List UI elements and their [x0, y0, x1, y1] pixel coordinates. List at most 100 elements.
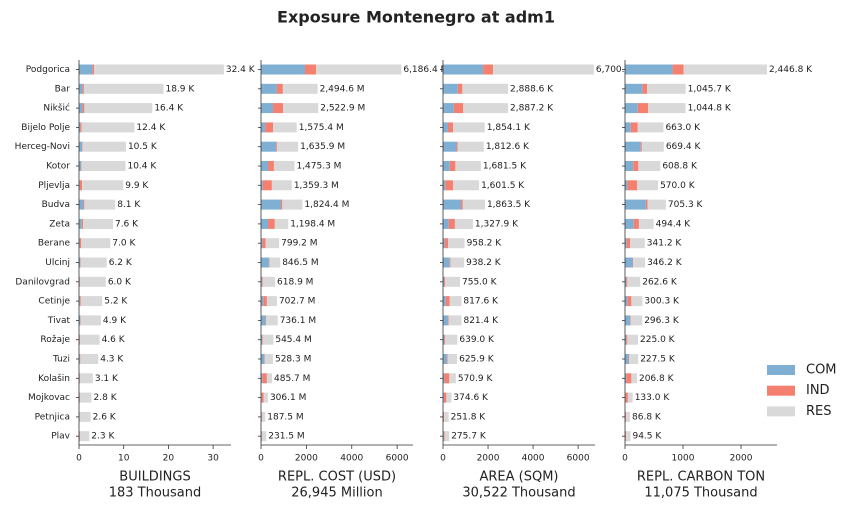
bar-segment: [280, 199, 283, 210]
value-label: 618.9 M: [277, 277, 313, 287]
value-label: 306.1 M: [270, 393, 306, 403]
bar-segment: [641, 141, 664, 152]
value-label: 846.5 M: [282, 258, 318, 268]
chart-title: Exposure Montenegro at adm1: [277, 8, 555, 27]
value-label: 821.4 K: [463, 316, 499, 326]
bar-segment: [79, 315, 81, 326]
bar-segment: [625, 180, 628, 191]
bar-segment: [79, 431, 90, 442]
bar-segment: [82, 180, 124, 191]
bar-segment: [444, 373, 450, 384]
bar-segment: [625, 199, 646, 210]
value-label: 1,044.8 K: [688, 104, 732, 114]
bar-segment: [625, 122, 631, 133]
bar-segment: [261, 103, 274, 114]
bar-segment: [463, 103, 509, 114]
bar-segment: [630, 315, 631, 326]
legend-label: IND: [806, 383, 830, 398]
x-tick-label: 10: [118, 454, 130, 464]
x-axis-subtitle: 26,945 Million: [291, 486, 382, 501]
bar-segment: [449, 373, 456, 384]
category-label: Petnjica: [35, 412, 70, 422]
bar-segment: [445, 180, 454, 191]
bar-segment: [273, 103, 284, 114]
bar-segment: [79, 296, 80, 307]
bar-segment: [448, 218, 455, 229]
bar-segment: [79, 238, 80, 249]
x-axis-label: REPL. CARBON TON: [637, 470, 765, 485]
bar-segment: [275, 141, 277, 152]
bar-segment: [648, 103, 686, 114]
value-label: 16.4 K: [154, 104, 184, 114]
value-label: 669.4 K: [666, 142, 702, 152]
bar-segment: [455, 161, 481, 171]
x-tick-label: 4000: [340, 454, 363, 464]
value-label: 4.9 K: [103, 316, 127, 326]
bar-segment: [79, 218, 82, 229]
bar-segment: [79, 64, 93, 75]
bar-segment: [462, 199, 485, 210]
x-tick-label: 4000: [522, 454, 545, 464]
legend-swatch: [767, 365, 795, 375]
x-tick-label: 2000: [730, 454, 753, 464]
bar-segment: [79, 83, 83, 94]
category-label: Kolašin: [38, 373, 70, 384]
category-label: Kotor: [46, 162, 70, 172]
bar-segment: [630, 238, 645, 249]
value-label: 570.9 K: [458, 374, 494, 384]
bar-segment: [453, 180, 480, 191]
bar-segment: [79, 334, 100, 345]
bar-segment: [79, 392, 92, 403]
bar-segment: [628, 354, 630, 364]
category-label: Nikšić: [43, 103, 70, 114]
bar-segment: [443, 180, 446, 191]
bar-segment: [263, 392, 268, 403]
value-label: 1,812.6 K: [486, 142, 530, 152]
value-label: 8.1 K: [117, 200, 141, 210]
x-tick-label: 0: [258, 454, 264, 464]
x-tick-label: 20: [163, 454, 175, 464]
bar-segment: [453, 103, 464, 114]
bar-segment: [647, 83, 686, 94]
value-label: 1,045.7 K: [688, 84, 732, 94]
bar-segment: [261, 199, 281, 210]
bar-segment: [443, 103, 454, 114]
value-label: 1,601.5 K: [481, 181, 525, 191]
bar-segment: [443, 276, 445, 287]
value-label: 528.3 M: [275, 355, 311, 365]
bar-segment: [82, 103, 85, 114]
bar-segment: [282, 199, 303, 210]
bar-segment: [443, 392, 444, 403]
bar-segment: [84, 103, 153, 114]
bar-segment: [79, 141, 83, 152]
bar-segment: [81, 122, 135, 133]
category-label: Tivat: [47, 316, 71, 326]
bar-segment: [626, 431, 631, 442]
x-tick-label: 6000: [567, 454, 590, 464]
value-label: 1,824.4 M: [304, 200, 349, 210]
bar-segment: [80, 315, 101, 326]
bar-segment: [262, 238, 266, 249]
bar-segment: [444, 411, 449, 422]
value-label: 296.3 K: [644, 316, 680, 326]
bar-segment: [626, 411, 631, 422]
category-label: Herceg-Novi: [15, 142, 70, 152]
bar-segment: [632, 257, 634, 268]
bar-segment: [637, 103, 649, 114]
bar-segment: [261, 238, 263, 249]
bar-segment: [305, 64, 317, 75]
bar-segment: [625, 161, 634, 171]
value-label: 227.5 K: [640, 355, 676, 365]
x-tick-label: 2000: [477, 454, 500, 464]
bar-segment: [626, 238, 631, 249]
bar-segment: [638, 161, 661, 171]
bar-segment: [449, 161, 456, 171]
bar-segment: [637, 122, 664, 133]
value-label: 10.5 K: [128, 142, 158, 152]
bar-segment: [448, 238, 465, 249]
value-label: 2,888.6 K: [510, 84, 554, 94]
bar-segment: [626, 373, 632, 384]
bar-segment: [274, 218, 289, 229]
bar-segment: [640, 141, 642, 152]
value-label: 374.6 K: [453, 393, 489, 403]
